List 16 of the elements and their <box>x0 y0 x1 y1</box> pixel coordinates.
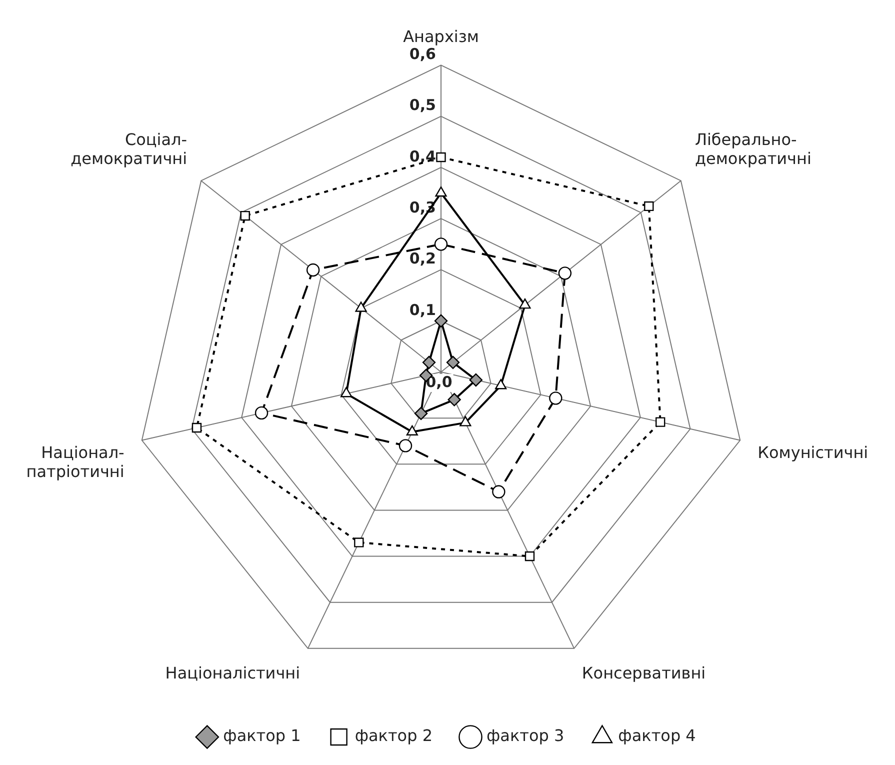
spoke-label: Націоналістичні <box>165 663 300 682</box>
y-tick-label: 0,2 <box>409 250 436 268</box>
legend-label: фактор 4 <box>618 726 696 746</box>
spoke-label: Консервативні <box>582 663 706 682</box>
y-tick-label: 0,4 <box>409 147 436 166</box>
y-tick-label: 0,1 <box>409 300 436 319</box>
spoke-label: Ліберально-демократичні <box>694 130 812 168</box>
spoke-label: Комуністичні <box>758 443 868 462</box>
legend-label: фактор 3 <box>486 726 564 746</box>
legend-label: фактор 1 <box>223 726 301 746</box>
legend-label: фактор 2 <box>354 726 433 746</box>
y-tick-label: 0,5 <box>409 96 436 114</box>
y-tick-label: 0,6 <box>409 45 436 64</box>
spoke-label: Анархізм <box>403 26 479 46</box>
spoke-label: Соціал-демократичні <box>70 130 188 168</box>
spoke-label: Націонал-патріотичні <box>26 443 124 482</box>
